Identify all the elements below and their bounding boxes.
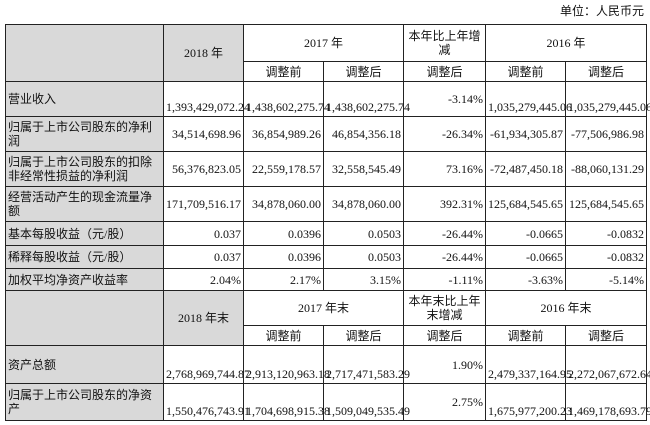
table-row: 经营活动产生的现金流量净额 171,709,516.17 34,878,060.00…: [5, 186, 648, 222]
unit-label: 单位：人民币元: [559, 4, 644, 18]
table-row: 加权平均净资产收益率 2.04% 2.17% 3.15% -1.11% -3.63% -5.…: [5, 268, 648, 291]
row-label: 归属于上市公司股东的净资产: [5, 383, 164, 421]
value-cell: 34,514,698.96: [163, 116, 244, 152]
value-cell: 1,550,476,743.91: [163, 383, 250, 421]
value-cell: -88,060,131.29: [565, 151, 648, 187]
value-cell: 22,559,178.57: [243, 151, 324, 187]
value-cell: -0.0832: [565, 245, 648, 269]
subheader-after: 调整后: [403, 61, 487, 82]
value-cell: 2,479,337,164.95: [485, 345, 572, 384]
subheader-after: 调整后: [403, 325, 487, 346]
value-cell: 0.0503: [322, 221, 405, 246]
value-cell: -0.0832: [565, 221, 648, 246]
row-label: 稀释每股收益（元/股）: [5, 245, 164, 269]
value-cell: 0.037: [163, 221, 244, 246]
subheader-before: 调整前: [485, 325, 567, 346]
table-row: 归属于上市公司股东的净利润 34,514,698.96 36,854,989.26 4…: [5, 116, 648, 152]
value-cell: 1,704,698,915.38: [243, 383, 330, 421]
header-2018: 2018 年末: [163, 290, 244, 346]
value-cell: -72,487,450.18: [485, 151, 567, 187]
header-row: 2018 年末 2017 年末 本年末比上年末增减 2016 年末: [5, 290, 648, 346]
value-cell: 34,878,060.00: [322, 186, 405, 222]
value-cell: 1.90%: [403, 345, 487, 384]
value-cell: 32,558,545.49: [322, 151, 405, 187]
value-cell: 0.0396: [243, 245, 324, 269]
value-cell: -61,934,305.87: [485, 116, 567, 152]
value-cell: 1,509,049,535.49: [322, 383, 410, 421]
table-row: 稀释每股收益（元/股） 0.037 0.0396 0.0503 -26.44% -0.06…: [5, 245, 648, 269]
value-cell: 34,878,060.00: [243, 186, 324, 222]
table-row: 营业收入 1,393,429,072.24 1,438,602,275.74 1,43…: [5, 81, 650, 117]
header-change: 本年末比上年末增减: [403, 290, 487, 326]
value-cell: 1,675,977,200.23: [485, 383, 572, 421]
value-cell: 46,854,356.18: [322, 116, 405, 152]
header-2016: 2016 年: [485, 24, 648, 62]
value-cell: 171,709,516.17: [163, 186, 244, 222]
subheader-before: 调整前: [485, 61, 567, 82]
value-cell: -0.0665: [485, 221, 567, 246]
table-row: 归属于上市公司股东的净资产 1,550,476,743.91 1,704,698,9…: [5, 383, 650, 421]
value-cell: 73.16%: [403, 151, 487, 187]
value-cell: 2,272,067,672.64: [565, 345, 650, 384]
header-2017: 2017 年末: [242, 290, 405, 326]
subheader-before: 调整前: [243, 325, 324, 346]
financial-table: 2018 年 2017 年 本年比上年增减 2016 年 调整前 调整后 调整后…: [5, 24, 650, 421]
value-cell: 1,393,429,072.24: [163, 81, 250, 117]
header-change: 本年比上年增减: [403, 24, 487, 62]
header-2018: 2018 年: [163, 24, 244, 82]
value-cell: -26.44%: [403, 221, 487, 246]
value-cell: 2.17%: [243, 268, 324, 291]
subheader-after: 调整后: [322, 61, 405, 82]
header-blank: [5, 24, 164, 82]
row-label: 归属于上市公司股东的扣除非经常性损益的净利润: [5, 151, 164, 187]
value-cell: 125,684,545.65: [565, 186, 648, 222]
value-cell: 2,913,120,963.18: [243, 345, 330, 384]
header-blank: [5, 290, 164, 346]
table-row: 归属于上市公司股东的扣除非经常性损益的净利润 56,376,823.05 22,55…: [5, 151, 648, 187]
value-cell: -0.0665: [485, 245, 567, 269]
value-cell: 56,376,823.05: [163, 151, 244, 187]
row-label: 经营活动产生的现金流量净额: [5, 186, 164, 222]
subheader-after: 调整后: [565, 61, 648, 82]
value-cell: -1.11%: [403, 268, 487, 291]
value-cell: 0.037: [163, 245, 244, 269]
value-cell: 0.0503: [322, 245, 405, 269]
value-cell: 3.15%: [322, 268, 405, 291]
row-label: 归属于上市公司股东的净利润: [5, 116, 164, 152]
value-cell: 2,768,969,744.87: [163, 345, 250, 384]
value-cell: 2.04%: [163, 268, 244, 291]
row-label: 营业收入: [5, 81, 164, 117]
value-cell: 36,854,989.26: [243, 116, 324, 152]
value-cell: -26.44%: [403, 245, 487, 269]
header-row: 2018 年 2017 年 本年比上年增减 2016 年: [5, 24, 648, 82]
value-cell: 2,717,471,583.29: [322, 345, 410, 384]
value-cell: -3.63%: [485, 268, 567, 291]
subheader-after: 调整后: [322, 325, 405, 346]
value-cell: -77,506,986.98: [565, 116, 648, 152]
subheader-before: 调整前: [243, 61, 324, 82]
value-cell: 1,035,279,445.06: [565, 81, 650, 117]
subheader-after: 调整后: [565, 325, 648, 346]
value-cell: -26.34%: [403, 116, 487, 152]
value-cell: 2.75%: [403, 383, 487, 421]
value-cell: -5.14%: [565, 268, 648, 291]
table-row: 基本每股收益（元/股） 0.037 0.0396 0.0503 -26.44% -0.06…: [5, 221, 648, 246]
header-2016: 2016 年末: [485, 290, 648, 326]
header-2017: 2017 年: [242, 24, 405, 62]
value-cell: -3.14%: [403, 81, 487, 117]
row-label: 资产总额: [5, 345, 164, 384]
row-label: 加权平均净资产收益率: [5, 268, 164, 291]
value-cell: 125,684,545.65: [485, 186, 567, 222]
value-cell: 1,438,602,275.74: [243, 81, 330, 117]
value-cell: 1,035,279,445.06: [485, 81, 572, 117]
value-cell: 1,438,602,275.74: [322, 81, 410, 117]
value-cell: 0.0396: [243, 221, 324, 246]
row-label: 基本每股收益（元/股）: [5, 221, 164, 246]
value-cell: 392.31%: [403, 186, 487, 222]
subheader-row: 调整前 调整后 调整后 调整前 调整后: [6, 61, 648, 82]
table-row: 资产总额 2,768,969,744.87 2,913,120,963.18 2,71…: [5, 345, 650, 384]
value-cell: 1,469,178,693.79: [565, 383, 650, 421]
